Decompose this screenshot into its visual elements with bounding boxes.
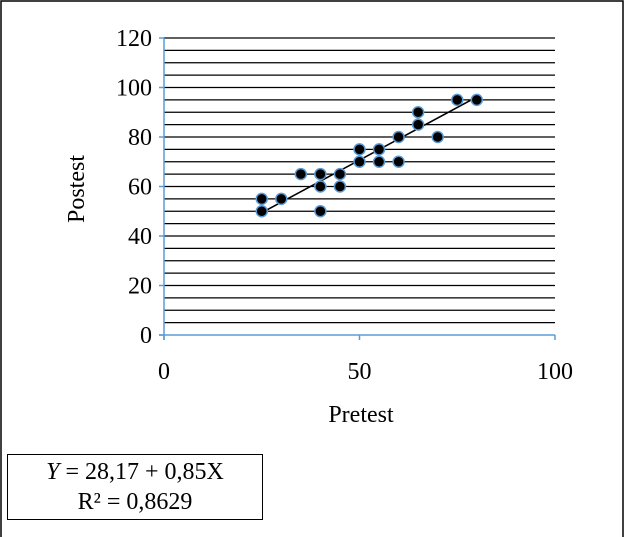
plot-area: 0 20 40 60 80 100 120 0 50 100 xyxy=(116,26,573,385)
data-point xyxy=(392,130,405,144)
data-point xyxy=(431,130,444,144)
x-tick-label: 100 xyxy=(537,359,573,385)
r-squared-label: R² = 0,8629 xyxy=(77,489,193,515)
data-point xyxy=(333,167,347,181)
x-axis-title: Pretest xyxy=(328,402,394,428)
data-point xyxy=(333,180,347,193)
data-point xyxy=(411,106,425,119)
y-tick-label: 80 xyxy=(128,125,152,151)
y-tick-label: 120 xyxy=(116,26,152,52)
data-point xyxy=(470,93,484,107)
regression-equation-box: Y = 28,17 + 0,85X R² = 0,8629 xyxy=(7,454,263,520)
data-point xyxy=(372,155,386,168)
y-tick-label: 0 xyxy=(140,323,152,349)
data-point xyxy=(451,93,464,107)
equation-y-symbol: Y xyxy=(46,459,60,485)
x-tick-label: 0 xyxy=(158,359,170,385)
y-tick-label: 40 xyxy=(128,224,152,250)
y-tick-label: 20 xyxy=(128,274,152,300)
data-point xyxy=(255,205,268,218)
regression-equation: Y = 28,17 + 0,85X xyxy=(8,457,262,487)
data-point xyxy=(255,192,268,206)
data-point xyxy=(275,192,288,206)
data-point xyxy=(314,180,327,193)
data-point xyxy=(392,155,405,168)
data-point xyxy=(353,155,366,168)
y-tick-label: 100 xyxy=(116,76,152,102)
data-point xyxy=(411,118,425,131)
data-point xyxy=(314,205,327,218)
x-tick-label: 50 xyxy=(348,359,372,385)
equation-formula: = 28,17 + 0,85X xyxy=(59,459,224,485)
data-point xyxy=(314,167,327,181)
data-point xyxy=(294,167,308,181)
trendline xyxy=(261,96,478,214)
y-tick-label: 60 xyxy=(128,175,152,201)
y-axis-title: Postest xyxy=(64,155,90,223)
data-point xyxy=(372,143,386,156)
data-point xyxy=(353,143,366,156)
